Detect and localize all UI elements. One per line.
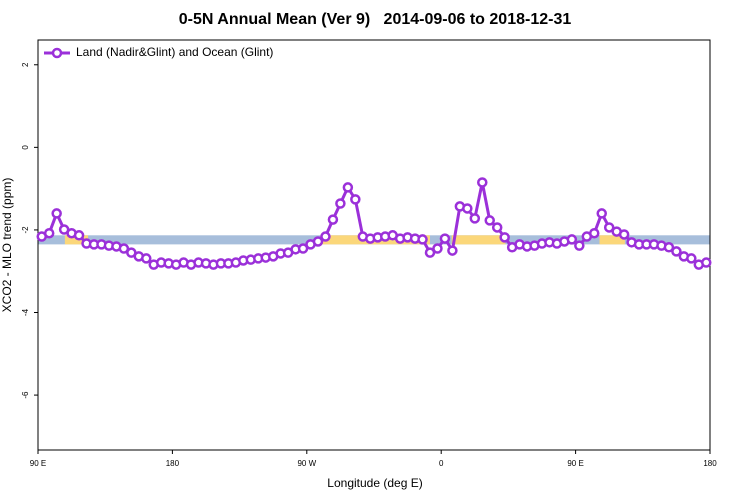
legend-label: Land (Nadir&Glint) and Ocean (Glint) [76, 45, 273, 59]
data-point [342, 182, 354, 193]
band-segment [451, 235, 506, 245]
data-point [686, 253, 697, 264]
y-tick-label: 2 [21, 62, 30, 67]
x-axis-label: Longitude (deg E) [327, 476, 422, 490]
data-point [499, 232, 510, 243]
data-point [671, 246, 682, 257]
data-point [447, 245, 458, 256]
data-point [141, 253, 152, 264]
x-tick-label: 0 [439, 459, 444, 468]
data-point [327, 214, 339, 225]
band-segment [599, 235, 625, 245]
data-point [312, 236, 324, 247]
data-point [51, 208, 62, 219]
data-point [320, 231, 331, 242]
data-point [462, 203, 473, 214]
x-tick-label: 180 [166, 459, 180, 468]
data-point [574, 240, 585, 251]
data-point [350, 194, 361, 205]
data-point [297, 243, 309, 254]
data-point [663, 242, 675, 253]
y-tick-label: -2 [21, 226, 30, 234]
data-point [596, 208, 607, 219]
data-point [618, 229, 630, 240]
data-point [335, 198, 346, 209]
data-point [701, 257, 712, 268]
data-point [491, 222, 503, 233]
legend-marker [51, 47, 63, 59]
data-point [477, 177, 488, 188]
data-point [424, 247, 436, 258]
data-point [484, 215, 495, 226]
data-point [73, 230, 85, 241]
data-point [603, 222, 615, 233]
x-tick-label: 90 E [567, 459, 583, 468]
data-point [566, 234, 578, 245]
chart-title: 0-5N Annual Mean (Ver 9) 2014-09-06 to 2… [179, 11, 572, 28]
plot-frame [37, 39, 711, 451]
x-tick-label: 90 W [297, 459, 316, 468]
y-tick-label: -4 [21, 308, 30, 316]
y-axis-label: XCO2 - MLO trend (ppm) [0, 178, 14, 313]
data-point [469, 213, 481, 224]
data-point [118, 243, 130, 254]
data-point [439, 233, 451, 244]
x-tick-label: 90 E [30, 459, 46, 468]
data-point [43, 227, 55, 239]
y-tick-label: -6 [21, 391, 30, 399]
y-tick-label: 0 [21, 145, 30, 150]
data-point [432, 243, 443, 254]
x-tick-label: 180 [703, 459, 717, 468]
data-point [589, 227, 600, 239]
data-point [417, 234, 428, 245]
